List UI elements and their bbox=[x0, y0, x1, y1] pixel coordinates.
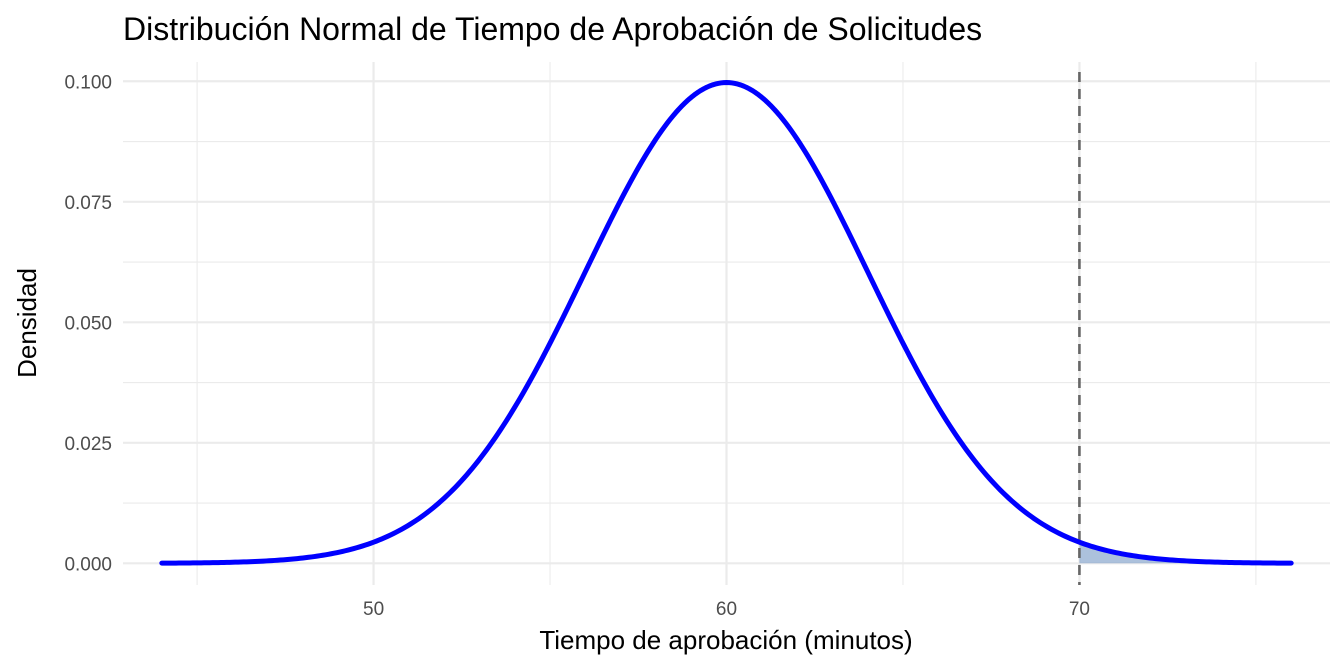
x-axis-title: Tiempo de aprobación (minutos) bbox=[539, 625, 912, 655]
density-curve bbox=[159, 80, 1294, 566]
x-tick-labels: 50 60 70 bbox=[363, 599, 1090, 620]
density-curve-layer bbox=[159, 80, 1294, 566]
y-axis-title: Densidad bbox=[12, 268, 42, 378]
chart-title: Distribución Normal de Tiempo de Aprobac… bbox=[123, 11, 982, 47]
y-tick-label: 0.100 bbox=[64, 72, 112, 93]
y-tick-label: 0.025 bbox=[64, 434, 112, 455]
y-tick-label: 0.000 bbox=[64, 554, 112, 575]
grid bbox=[123, 62, 1330, 585]
x-tick-label: 60 bbox=[716, 599, 737, 620]
y-tick-labels: 0.000 0.025 0.050 0.075 0.100 bbox=[64, 72, 112, 575]
x-tick-label: 70 bbox=[1069, 599, 1090, 620]
y-tick-label: 0.050 bbox=[64, 313, 112, 334]
y-tick-label: 0.075 bbox=[64, 193, 112, 214]
x-tick-label: 50 bbox=[363, 599, 384, 620]
